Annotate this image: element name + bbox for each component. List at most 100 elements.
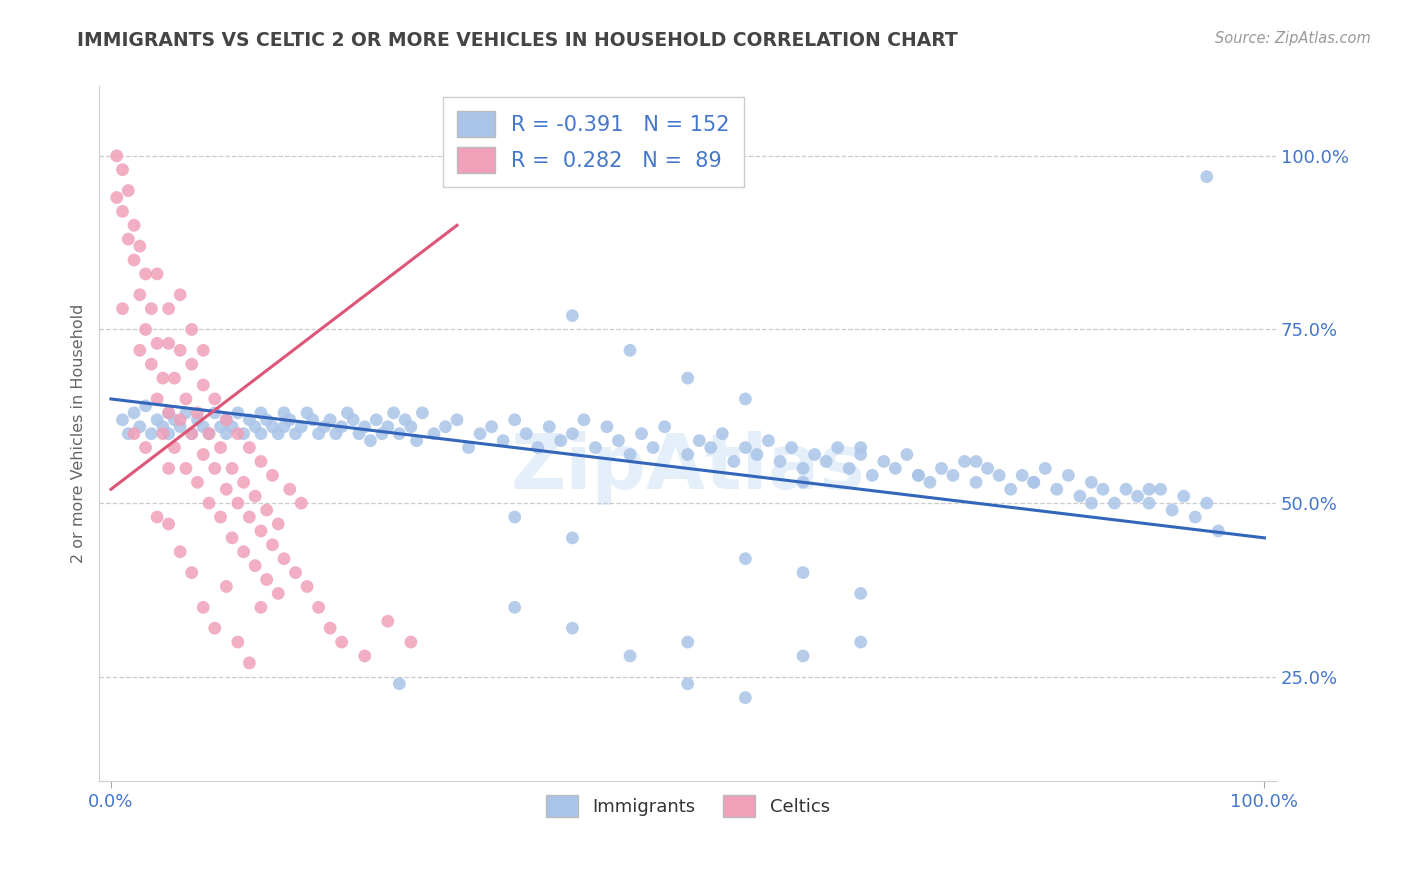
Point bbox=[262, 468, 284, 483]
Point bbox=[676, 371, 699, 385]
Point bbox=[700, 441, 723, 455]
Point bbox=[163, 413, 186, 427]
Point bbox=[267, 516, 290, 531]
Point bbox=[105, 149, 128, 163]
Point bbox=[284, 426, 307, 441]
Point bbox=[238, 441, 260, 455]
Point bbox=[382, 406, 405, 420]
Point bbox=[526, 441, 548, 455]
Point bbox=[256, 503, 278, 517]
Point bbox=[256, 413, 278, 427]
Point bbox=[243, 419, 266, 434]
Point bbox=[221, 419, 243, 434]
Point bbox=[965, 454, 987, 468]
Point bbox=[238, 656, 260, 670]
Point bbox=[561, 426, 583, 441]
Point bbox=[111, 204, 134, 219]
Point bbox=[325, 426, 347, 441]
Point bbox=[388, 677, 411, 691]
Point bbox=[481, 419, 503, 434]
Point bbox=[630, 426, 652, 441]
Point bbox=[1195, 169, 1218, 184]
Point bbox=[193, 600, 215, 615]
Point bbox=[152, 371, 174, 385]
Point bbox=[117, 232, 139, 246]
Point bbox=[394, 413, 416, 427]
Point bbox=[122, 219, 145, 233]
Point bbox=[803, 448, 825, 462]
Point bbox=[180, 426, 202, 441]
Point bbox=[399, 419, 422, 434]
Point bbox=[232, 426, 254, 441]
Point bbox=[105, 190, 128, 204]
Point bbox=[1091, 482, 1114, 496]
Point bbox=[896, 448, 918, 462]
Point bbox=[643, 441, 665, 455]
Point bbox=[250, 426, 273, 441]
Point bbox=[907, 468, 929, 483]
Point bbox=[399, 635, 422, 649]
Point bbox=[1011, 468, 1033, 483]
Point bbox=[423, 426, 446, 441]
Point bbox=[1195, 496, 1218, 510]
Point bbox=[262, 419, 284, 434]
Point bbox=[250, 600, 273, 615]
Point bbox=[561, 621, 583, 635]
Point bbox=[135, 322, 157, 336]
Point bbox=[250, 524, 273, 538]
Point bbox=[232, 545, 254, 559]
Point bbox=[931, 461, 953, 475]
Point bbox=[366, 413, 388, 427]
Point bbox=[226, 496, 249, 510]
Point bbox=[169, 545, 191, 559]
Text: IMMIGRANTS VS CELTIC 2 OR MORE VEHICLES IN HOUSEHOLD CORRELATION CHART: IMMIGRANTS VS CELTIC 2 OR MORE VEHICLES … bbox=[77, 31, 957, 50]
Point bbox=[308, 426, 330, 441]
Point bbox=[550, 434, 572, 448]
Point bbox=[792, 566, 814, 580]
Point bbox=[226, 406, 249, 420]
Point bbox=[128, 343, 150, 358]
Point bbox=[122, 426, 145, 441]
Point bbox=[353, 419, 375, 434]
Point bbox=[942, 468, 965, 483]
Point bbox=[204, 621, 226, 635]
Point bbox=[301, 413, 323, 427]
Point bbox=[193, 343, 215, 358]
Point bbox=[1173, 489, 1195, 503]
Point bbox=[330, 635, 353, 649]
Point bbox=[174, 461, 197, 475]
Point bbox=[193, 378, 215, 392]
Point bbox=[146, 267, 169, 281]
Point bbox=[238, 413, 260, 427]
Point bbox=[769, 454, 792, 468]
Point bbox=[193, 448, 215, 462]
Point bbox=[243, 558, 266, 573]
Point bbox=[174, 406, 197, 420]
Point bbox=[111, 413, 134, 427]
Point bbox=[146, 392, 169, 406]
Point bbox=[1069, 489, 1091, 503]
Point bbox=[250, 454, 273, 468]
Point bbox=[792, 475, 814, 490]
Point bbox=[711, 426, 734, 441]
Point bbox=[135, 399, 157, 413]
Point bbox=[256, 573, 278, 587]
Point bbox=[780, 441, 803, 455]
Point bbox=[146, 510, 169, 524]
Point bbox=[468, 426, 491, 441]
Point bbox=[157, 516, 180, 531]
Point bbox=[1000, 482, 1022, 496]
Legend: Immigrants, Celtics: Immigrants, Celtics bbox=[538, 788, 837, 824]
Point bbox=[198, 426, 221, 441]
Point bbox=[734, 551, 756, 566]
Point bbox=[1206, 524, 1229, 538]
Point bbox=[405, 434, 427, 448]
Point bbox=[965, 475, 987, 490]
Point bbox=[141, 357, 163, 371]
Point bbox=[1115, 482, 1137, 496]
Point bbox=[758, 434, 780, 448]
Point bbox=[209, 419, 232, 434]
Point bbox=[873, 454, 896, 468]
Point bbox=[336, 406, 359, 420]
Point bbox=[676, 448, 699, 462]
